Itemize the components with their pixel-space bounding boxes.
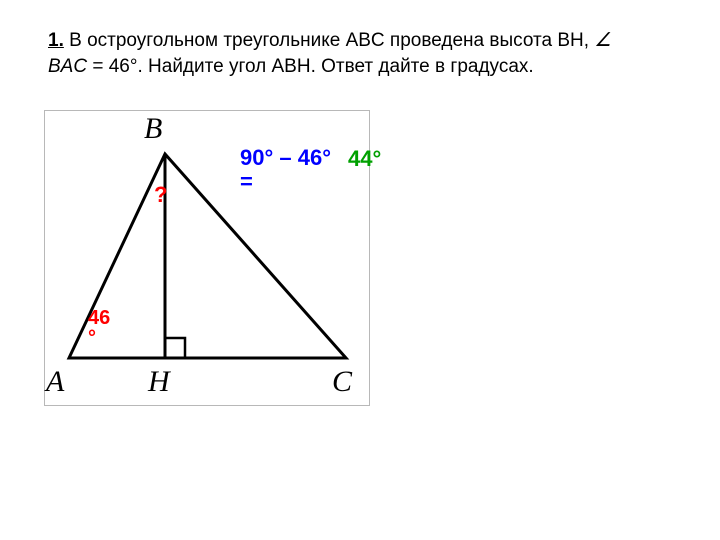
problem-text-4: =	[87, 56, 109, 77]
problem-number: 1.	[48, 30, 64, 51]
angle-symbol: ∠	[594, 30, 611, 51]
problem-text-5: . Найдите угол	[137, 56, 271, 77]
given-angle-degree: °	[88, 327, 96, 349]
problem-text-6: . Ответ дайте в градусах.	[311, 56, 534, 77]
given-angle-46: 46 °	[88, 308, 110, 348]
angle-bac: BAC	[48, 56, 87, 77]
given-angle-value: 46	[88, 307, 110, 329]
calc-line2: =	[240, 169, 253, 194]
vertex-a-label: A	[46, 365, 64, 399]
calculation-result: 44°	[348, 146, 381, 172]
problem-statement: 1. В остроугольном треугольнике ABC пров…	[48, 28, 648, 79]
vertex-c-label: C	[332, 365, 352, 399]
find-angle: ABH	[272, 56, 311, 77]
problem-text-3: ,	[584, 30, 595, 51]
figure-container: A B C H 46 ° ? 90° – 46° = 44°	[44, 110, 374, 410]
height-name: BH	[557, 30, 583, 51]
vertex-b-label: B	[144, 112, 162, 146]
problem-text-1: В остроугольном треугольнике	[64, 30, 346, 51]
question-mark: ?	[154, 182, 167, 208]
calculation-expression: 90° – 46° =	[240, 146, 331, 194]
calc-line1: 90° – 46°	[240, 145, 331, 170]
vertex-h-label: H	[148, 365, 170, 399]
angle-value: 46°	[109, 56, 138, 77]
problem-text-2: проведена высота	[385, 30, 558, 51]
triangle-name: ABC	[346, 30, 385, 51]
